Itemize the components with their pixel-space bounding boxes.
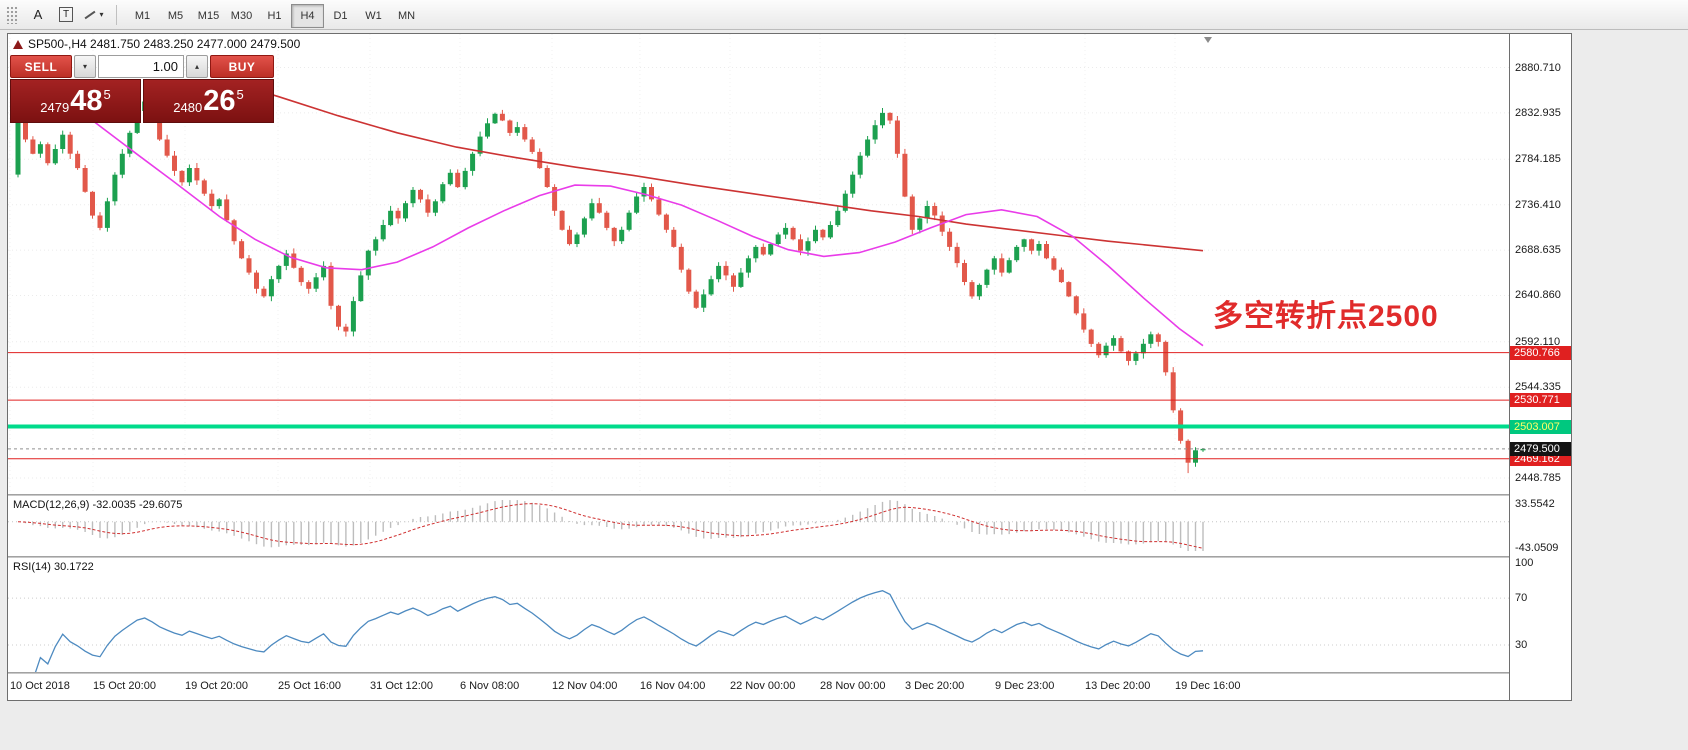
macd-axis-max-label: 33.5542 [1515, 498, 1555, 510]
chevron-down-icon: ▾ [82, 62, 87, 71]
price-axis-badge: 2580.766 [1510, 345, 1571, 360]
toolbar-grip-icon[interactable] [6, 5, 18, 24]
symbol-icon [13, 39, 23, 49]
price-axis-label: 2736.410 [1515, 198, 1561, 211]
chevron-down-icon: ▾ [99, 10, 104, 19]
trend-annotation: 多空转折点2500 [1213, 300, 1439, 333]
time-axis-label: 6 Nov 08:00 [459, 680, 520, 692]
ask-big-digits: 26 [203, 84, 236, 117]
tf-button-m5[interactable]: M5 [167, 9, 184, 22]
drawing-tool-button[interactable]: ▾ [81, 3, 107, 27]
tf-button-d1[interactable]: D1 [333, 9, 348, 22]
polyline-icon [84, 10, 96, 19]
text-label-tool-button[interactable]: A [33, 7, 43, 22]
time-axis-label: 25 Oct 16:00 [278, 680, 342, 692]
time-axis-label: 12 Nov 04:00 [551, 680, 618, 692]
panel-splitter[interactable] [8, 494, 1571, 496]
ask-prefix: 2480 [173, 99, 203, 115]
time-axis-label: 13 Dec 20:00 [1084, 680, 1151, 692]
textbox-icon: T [58, 7, 74, 22]
price-axis-label: 2688.635 [1515, 244, 1561, 257]
tf-button-h1[interactable]: H1 [267, 9, 282, 22]
rsi-axis-label: 70 [1515, 592, 1528, 605]
tf-button-h4[interactable]: H4 [291, 3, 324, 28]
panel-splitter[interactable] [8, 672, 1571, 674]
chart-shift-marker-icon[interactable] [1204, 37, 1212, 43]
volume-input[interactable] [98, 55, 184, 78]
price-axis[interactable]: 2880.710 2832.935 2784.185 2736.410 2688.635… [1509, 34, 1571, 700]
one-click-trading-panel: SELL ▾ ▴ BUY 2479 48 5 2480 26 5 [10, 55, 274, 123]
rsi-canvas[interactable] [8, 558, 1509, 672]
time-axis-label: 28 Nov 00:00 [820, 680, 886, 692]
buy-button[interactable]: BUY [210, 55, 274, 78]
macd-axis-min-label: -43.0509 [1515, 542, 1559, 554]
price-axis-label: 2448.785 [1515, 472, 1561, 485]
sell-button[interactable]: SELL [10, 55, 72, 78]
time-axis-label: 3 Dec 20:00 [904, 680, 965, 692]
bid-big-digits: 48 [70, 84, 103, 117]
bid-price-display[interactable]: 2479 48 5 [10, 79, 141, 123]
rsi-axis-label: 30 [1515, 638, 1528, 651]
rsi-header: RSI(14) 30.1722 [13, 561, 94, 573]
price-axis-label: 2832.935 [1515, 106, 1561, 119]
time-axis-label: 19 Dec 16:00 [1175, 680, 1241, 692]
volume-decrease-button[interactable]: ▾ [74, 55, 96, 78]
main-chart-canvas[interactable] [8, 34, 1509, 494]
bid-prefix: 2479 [40, 99, 70, 115]
price-axis-badge: 2503.007 [1510, 419, 1571, 434]
textbox-tool-button[interactable]: T [53, 3, 79, 27]
toolbar: A T ▾ M1 M5 M15 M30 H1 H4 D1 W1 MN [0, 0, 1688, 30]
chart-window: 10 Oct 2018 15 Oct 20:00 19 Oct 20:00 25 Oc… [7, 33, 1572, 701]
tf-button-m30[interactable]: M30 [230, 9, 253, 22]
tf-button-w1[interactable]: W1 [365, 9, 382, 22]
rsi-axis-label: 100 [1515, 557, 1534, 569]
time-axis-label: 22 Nov 00:00 [729, 680, 796, 692]
ask-price-display[interactable]: 2480 26 5 [143, 79, 274, 123]
ohlc-text: SP500-,H4 2481.750 2483.250 2477.000 247… [28, 37, 301, 51]
tf-button-m15[interactable]: M15 [197, 9, 220, 22]
time-axis-label: 19 Oct 20:00 [184, 680, 248, 692]
time-axis-label: 10 Oct 2018 [9, 680, 70, 692]
price-axis-label: 2784.185 [1515, 153, 1561, 166]
time-axis[interactable]: 10 Oct 2018 15 Oct 20:00 19 Oct 20:00 25 Oc… [8, 674, 1509, 700]
toolbar-separator [116, 4, 117, 25]
tf-button-m1[interactable]: M1 [134, 9, 151, 22]
time-axis-label: 31 Oct 12:00 [370, 680, 434, 692]
price-axis-label: 2544.335 [1515, 381, 1561, 394]
price-axis-label: 2880.710 [1515, 61, 1561, 74]
timeframe-group: M1 M5 M15 M30 H1 H4 D1 W1 MN [126, 3, 423, 28]
price-axis-badge: 2530.771 [1510, 393, 1571, 408]
ask-pip-digit: 5 [236, 87, 244, 102]
panel-splitter[interactable] [8, 556, 1571, 558]
volume-increase-button[interactable]: ▴ [186, 55, 208, 78]
time-axis-label: 16 Nov 04:00 [639, 680, 706, 692]
price-axis-label: 2592.110 [1515, 335, 1561, 348]
chevron-up-icon: ▴ [194, 62, 199, 71]
time-axis-label: 15 Oct 20:00 [92, 680, 156, 692]
bid-pip-digit: 5 [103, 87, 111, 102]
time-axis-label: 9 Dec 23:00 [995, 680, 1055, 692]
macd-header: MACD(12,26,9) -32.0035 -29.6075 [13, 499, 183, 511]
macd-canvas[interactable] [8, 496, 1509, 556]
price-axis-badge: 2479.500 [1510, 441, 1571, 456]
price-axis-label: 2640.860 [1515, 289, 1561, 302]
chart-symbol-header: SP500-,H4 2481.750 2483.250 2477.000 247… [13, 37, 300, 51]
tf-button-mn[interactable]: MN [397, 9, 416, 22]
